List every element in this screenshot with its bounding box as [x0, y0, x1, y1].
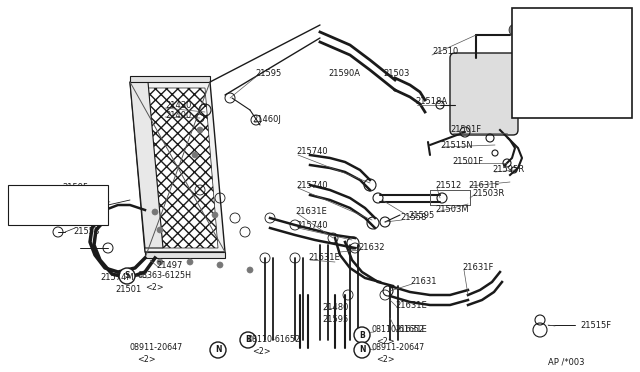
Text: 215740: 215740: [296, 180, 328, 189]
Text: 215740: 215740: [296, 221, 328, 230]
Text: 21558: 21558: [73, 228, 99, 237]
Text: 21631E: 21631E: [395, 301, 427, 310]
Circle shape: [247, 267, 253, 273]
Text: 21632: 21632: [358, 244, 385, 253]
Text: 08110-61652: 08110-61652: [248, 336, 301, 344]
Text: 21503M: 21503M: [435, 205, 468, 215]
Circle shape: [354, 327, 370, 343]
Text: 21497: 21497: [156, 260, 182, 269]
Text: S: S: [124, 272, 130, 280]
Text: 21430: 21430: [165, 100, 191, 109]
Text: 21501F: 21501F: [450, 125, 481, 135]
Text: 21510: 21510: [432, 48, 458, 57]
Circle shape: [187, 259, 193, 265]
Text: N: N: [215, 346, 221, 355]
Text: 21595: 21595: [255, 68, 281, 77]
Circle shape: [217, 262, 223, 268]
Text: 21631: 21631: [410, 278, 436, 286]
Text: 08911-20647: 08911-20647: [130, 343, 183, 353]
Circle shape: [192, 152, 198, 158]
Bar: [8, 185, 108, 225]
Text: 21512: 21512: [435, 180, 461, 189]
Text: 21595: 21595: [322, 315, 348, 324]
Text: 21503: 21503: [383, 68, 410, 77]
Text: 08110-61652: 08110-61652: [372, 326, 425, 334]
FancyBboxPatch shape: [450, 53, 518, 135]
Text: 21490: 21490: [516, 17, 545, 26]
Text: 21595: 21595: [62, 183, 88, 192]
Text: 21516: 21516: [518, 33, 545, 42]
Circle shape: [509, 24, 521, 36]
Text: 08911-20647: 08911-20647: [372, 343, 425, 353]
Text: 21590A: 21590A: [328, 68, 360, 77]
Text: <2>: <2>: [376, 337, 395, 346]
Polygon shape: [148, 88, 218, 248]
Text: N: N: [359, 346, 365, 355]
Circle shape: [119, 268, 135, 284]
Text: 21631F: 21631F: [462, 263, 493, 273]
Text: 21631E: 21631E: [395, 326, 427, 334]
Text: B: B: [359, 330, 365, 340]
Text: 21631E: 21631E: [308, 253, 340, 263]
Text: <2>: <2>: [145, 283, 164, 292]
Text: <2>: <2>: [252, 347, 271, 356]
Text: 21518A: 21518A: [415, 97, 447, 106]
Text: 21501F: 21501F: [452, 157, 483, 167]
Text: 21515F: 21515F: [580, 321, 611, 330]
Text: 21558: 21558: [400, 214, 426, 222]
Text: <2>: <2>: [137, 356, 156, 365]
Circle shape: [152, 209, 158, 215]
Bar: [512, 8, 632, 118]
Text: SEE SEC.640: SEE SEC.640: [516, 103, 569, 112]
Text: 21595R: 21595R: [492, 166, 524, 174]
Circle shape: [212, 212, 218, 218]
Circle shape: [240, 332, 256, 348]
Circle shape: [354, 342, 370, 358]
Text: 21574M: 21574M: [100, 273, 134, 282]
Circle shape: [157, 227, 163, 233]
Text: 21503R: 21503R: [472, 189, 504, 198]
Circle shape: [197, 127, 203, 133]
Text: 215740: 215740: [296, 148, 328, 157]
Text: 21501: 21501: [115, 285, 141, 295]
Text: B: B: [245, 336, 251, 344]
Text: 08363-6125H: 08363-6125H: [138, 272, 192, 280]
Text: AP /*003: AP /*003: [548, 357, 584, 366]
Text: 21631F: 21631F: [468, 180, 499, 189]
Polygon shape: [130, 76, 210, 82]
Circle shape: [210, 342, 226, 358]
Text: 21480: 21480: [322, 304, 348, 312]
Circle shape: [157, 259, 163, 265]
Text: 21631E: 21631E: [295, 208, 327, 217]
Polygon shape: [145, 252, 225, 258]
Text: 21460J: 21460J: [252, 115, 281, 125]
Text: 21515N: 21515N: [440, 141, 472, 150]
Text: UP TO JAN. '86: UP TO JAN. '86: [12, 201, 77, 209]
Text: 21400: 21400: [165, 110, 191, 119]
Text: 21595: 21595: [408, 211, 435, 219]
Text: <2>: <2>: [376, 356, 395, 365]
Polygon shape: [130, 82, 225, 252]
Polygon shape: [130, 82, 163, 248]
